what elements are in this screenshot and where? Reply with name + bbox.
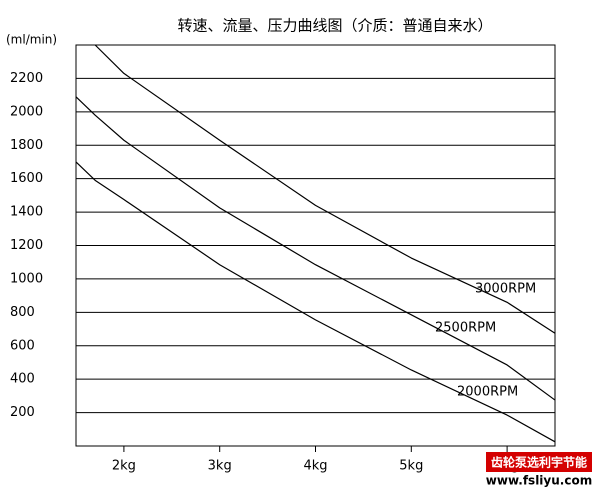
watermark-url: www.fsliyu.com	[486, 474, 592, 488]
series-label: 2000RPM	[457, 385, 518, 400]
watermark: 齿轮泵选利宇节能 www.fsliyu.com	[486, 452, 592, 488]
x-tick-label: 3kg	[208, 459, 232, 474]
y-tick-label: 1000	[10, 271, 43, 286]
y-tick-label: 2000	[10, 104, 43, 119]
watermark-box	[486, 452, 592, 472]
y-tick-label: 1400	[10, 205, 43, 220]
y-tick-label: 1800	[10, 138, 43, 153]
series-line	[75, 161, 556, 443]
series-label: 3000RPM	[475, 282, 536, 297]
x-tick-label: 2kg	[112, 459, 136, 474]
y-tick-label: 400	[10, 372, 35, 387]
y-tick-label: 600	[10, 338, 35, 353]
series-line	[75, 96, 556, 401]
y-axis-label: (ml/min)	[6, 33, 57, 47]
y-tick-label: 1600	[10, 171, 43, 186]
series-line	[94, 44, 556, 334]
y-tick-label: 2200	[10, 71, 43, 86]
y-tick-label: 800	[10, 305, 35, 320]
y-tick-label: 1200	[10, 238, 43, 253]
series-label: 2500RPM	[435, 321, 496, 336]
chart-title: 转速、流量、压力曲线图（介质：普通自来水）	[177, 17, 492, 35]
x-tick-label: 4kg	[303, 459, 327, 474]
watermark-brand: 齿轮泵选利宇节能	[491, 455, 587, 470]
y-tick-label: 200	[10, 405, 35, 420]
x-tick-label: 5kg	[399, 459, 423, 474]
